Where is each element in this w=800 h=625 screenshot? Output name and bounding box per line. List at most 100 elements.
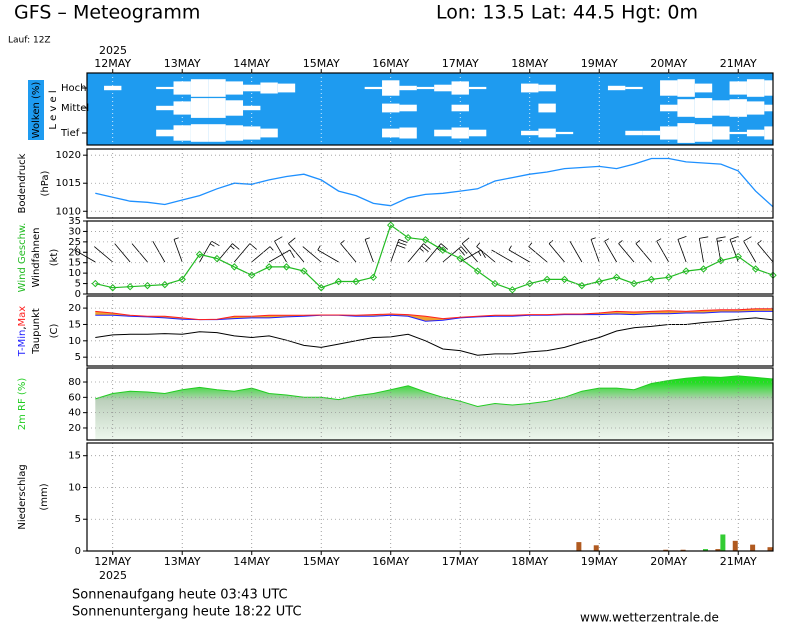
wind-barb	[288, 237, 305, 263]
cloud-cover	[277, 83, 296, 93]
cloud-cover	[434, 129, 452, 137]
cloud-cover	[208, 98, 226, 118]
cloud-cover	[434, 84, 452, 92]
cloud-cover	[382, 103, 400, 113]
year-bottom: 2025	[99, 569, 127, 582]
cloud-cover	[260, 128, 278, 138]
wind-barb	[317, 245, 339, 263]
wind-barb	[743, 236, 756, 263]
wind-barb	[364, 237, 374, 263]
y-tick-label: 30	[68, 226, 81, 237]
cloud-cover	[746, 79, 765, 97]
wind-speed-marker	[665, 273, 673, 282]
precip-bar	[702, 549, 708, 551]
wind-barb	[152, 241, 166, 263]
axis-label-part: T-Min	[17, 330, 28, 358]
x-tick-label: 19MAY	[581, 57, 618, 70]
axis-label-part: (kt)	[49, 249, 60, 267]
cloud-label-box	[28, 80, 44, 140]
panel-border	[86, 220, 774, 295]
panel-bg	[87, 149, 773, 218]
cloud-cover	[694, 124, 713, 142]
y-tick-label: 35	[68, 216, 81, 227]
wind-speed-marker	[282, 263, 291, 271]
cloud-cover	[225, 125, 244, 141]
axis-label: Taupunkt	[31, 308, 42, 355]
wind-barb	[173, 237, 183, 263]
y-tick-label: 20	[68, 423, 81, 434]
x-tick-label: 12MAY	[94, 57, 131, 70]
cloud-cover	[364, 86, 383, 90]
wind-speed-marker	[508, 286, 517, 294]
cloud-cover	[382, 80, 400, 96]
wind-barb	[698, 236, 709, 263]
axis-label-part: (C)	[49, 324, 60, 339]
cloud-cover	[746, 129, 765, 137]
y-tick-label: 1020	[56, 150, 81, 161]
y-tick-label: 0	[75, 289, 81, 300]
panel-bg	[87, 443, 773, 551]
wind-speed-marker	[717, 256, 725, 265]
cloud-cover	[729, 81, 747, 95]
wind-barb	[390, 239, 408, 263]
x-tick-label: 14MAY	[233, 555, 270, 568]
cloud-cover	[538, 103, 556, 113]
wind-speed-marker	[109, 284, 117, 292]
cloud-cover	[538, 128, 556, 138]
cloud-cover	[729, 99, 747, 117]
wind-speed-marker	[91, 279, 100, 288]
cloud-cover	[468, 86, 487, 90]
cloud-cover	[156, 105, 174, 111]
axis-label: (kt)	[49, 249, 60, 267]
cloud-cover	[625, 86, 643, 90]
axis-label: (mm)	[39, 483, 50, 510]
wind-barb	[94, 246, 113, 263]
wind-speed-marker	[265, 263, 273, 271]
level-name: Hoch	[61, 83, 86, 94]
cloud-cover	[677, 123, 695, 143]
title: GFS – Meteogramm	[14, 2, 200, 24]
wind-speed-marker	[387, 221, 395, 229]
panel-bg	[87, 221, 773, 294]
axis-label-part: Bodendruck	[17, 153, 28, 213]
y-tick-label: 20	[68, 303, 81, 314]
cloud-cover	[468, 129, 487, 137]
y-tick-label: 15	[68, 319, 81, 330]
cloud-cover	[660, 104, 678, 112]
x-tick-label: 13MAY	[164, 57, 201, 70]
cloud-cover	[399, 104, 417, 112]
sunset: Sonnenuntergang heute 18:22 UTC	[72, 605, 302, 620]
panel-bg	[87, 296, 773, 366]
panel-border	[86, 148, 774, 219]
wind-speed-marker	[682, 267, 690, 275]
x-tick-label: 17MAY	[442, 57, 479, 70]
wind-speed-marker	[404, 233, 412, 242]
x-tick-label: 20MAY	[650, 57, 687, 70]
wind-speed-marker	[439, 246, 447, 254]
cloud-cover	[712, 126, 730, 140]
y-tick-label: 5	[75, 352, 81, 363]
axis-label: Windfahnen	[31, 228, 42, 288]
cloud-cover	[694, 98, 713, 118]
y-tick-label: 10	[68, 268, 81, 279]
wind-speed-marker	[699, 265, 708, 273]
axis-label-part: Windfahnen	[31, 228, 42, 288]
x-tick-label: 18MAY	[511, 555, 548, 568]
wind-speed-marker	[195, 250, 204, 259]
axis-label: T-Min,Max	[17, 306, 28, 357]
cloud-cover	[173, 81, 191, 95]
wind-barb	[635, 240, 652, 263]
cloud-cover	[538, 84, 556, 92]
y-tick-label: 25	[68, 237, 81, 248]
wind-speed-marker	[126, 282, 134, 291]
wind-speed-marker	[369, 273, 378, 282]
wind-barb	[199, 240, 220, 263]
panel-border	[86, 367, 774, 441]
axis-label-part: Max	[17, 306, 28, 327]
axis-label-part: Taupunkt	[31, 308, 42, 355]
cloud-cover	[399, 127, 417, 139]
wind-barb	[461, 237, 478, 263]
y-tick-label: 1015	[56, 178, 81, 189]
wind-speed-marker	[161, 280, 169, 289]
